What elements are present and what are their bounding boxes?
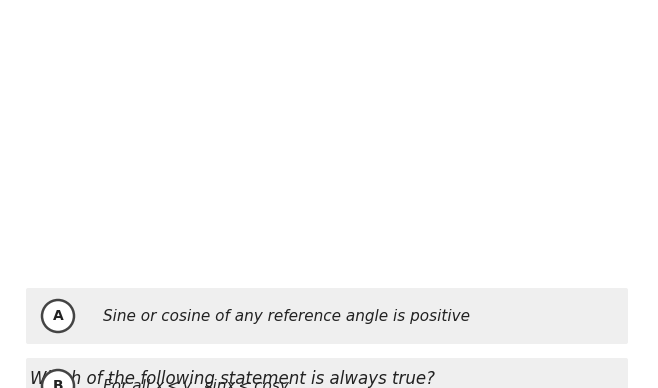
- FancyBboxPatch shape: [26, 358, 628, 388]
- Ellipse shape: [42, 370, 74, 388]
- Text: B: B: [53, 379, 63, 388]
- Text: A: A: [53, 309, 63, 323]
- Text: For all x < y , sinx < cosy: For all x < y , sinx < cosy: [103, 379, 289, 388]
- Text: Which of the following statement is always true?: Which of the following statement is alwa…: [30, 370, 435, 388]
- Text: Sine or cosine of any reference angle is positive: Sine or cosine of any reference angle is…: [103, 308, 470, 324]
- FancyBboxPatch shape: [26, 288, 628, 344]
- Ellipse shape: [42, 300, 74, 332]
